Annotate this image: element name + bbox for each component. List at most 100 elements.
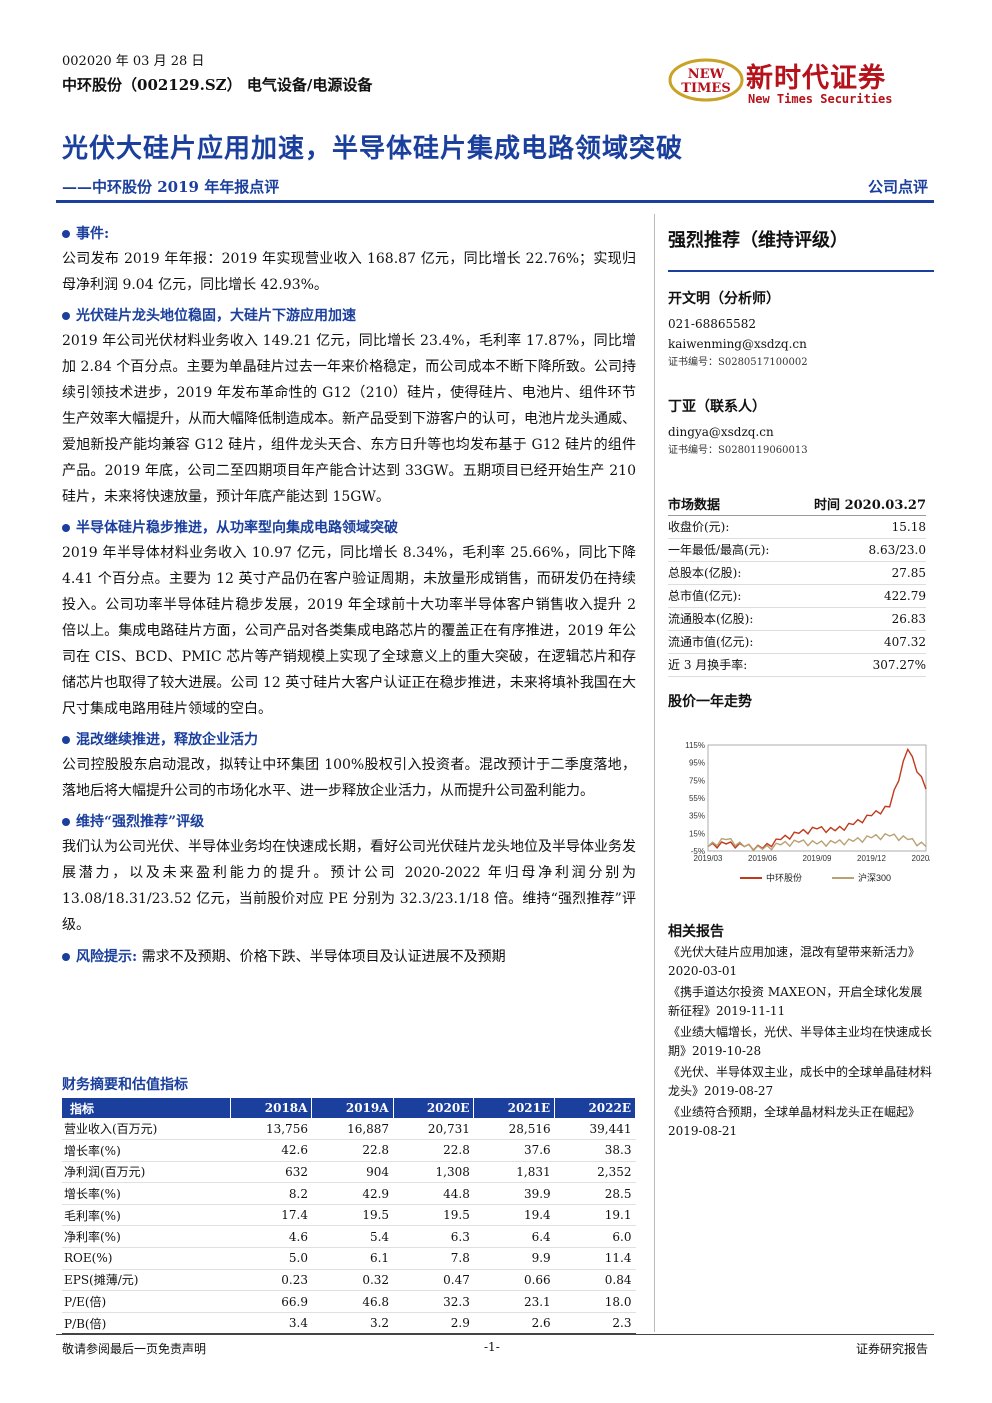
market-data-row: 流通市值(亿元): 407.32	[668, 630, 926, 654]
table-cell: 19.5	[311, 1204, 394, 1227]
fin-header-cell: 2021E	[473, 1098, 556, 1118]
table-cell: 19.5	[393, 1204, 474, 1227]
table-cell: 净利率(%)	[62, 1225, 231, 1249]
market-data-key: 流通股本(亿股):	[668, 607, 791, 631]
section-text: 公司发布 2019 年年报：2019 年实现营业收入 168.87 亿元，同比增…	[62, 251, 636, 293]
market-data-row: 流通股本(亿股): 26.83	[668, 607, 926, 631]
page-number: -1-	[484, 1340, 500, 1354]
contact-cert: 证书编号：S0280119060013	[668, 445, 808, 456]
table-cell: 6.1	[311, 1247, 394, 1270]
logo-english-name: New Times Securities	[748, 92, 893, 106]
table-cell: 2,352	[554, 1161, 636, 1184]
bullet-icon	[62, 312, 70, 320]
table-cell: 8.2	[230, 1182, 312, 1205]
section-text: 我们认为公司光伏、半导体业务均在快速成长期，看好公司光伏硅片龙头地位及半导体业务…	[62, 839, 636, 933]
table-row: 增长率(%) 8.2 42.9 44.8 39.9 28.5	[62, 1182, 636, 1205]
section-text: 公司控股股东启动混改，拟转让中环集团 100%股权引入投资者。混改预计于二季度落…	[62, 757, 636, 799]
report-type: 公司点评	[867, 178, 928, 196]
table-cell: 4.6	[230, 1225, 312, 1249]
table-cell: 28.5	[554, 1182, 636, 1205]
title-rule	[56, 200, 934, 203]
column-divider	[654, 214, 655, 1332]
contact-name: 丁亚（联系人）	[668, 399, 766, 415]
table-row: 增长率(%) 42.6 22.8 22.8 37.6 38.3	[62, 1139, 636, 1162]
table-cell: 22.8	[311, 1139, 394, 1162]
new-times-logo-icon: NEW TIMES	[668, 58, 744, 102]
table-cell: 1,831	[473, 1161, 555, 1184]
section-heading: 事件:	[62, 222, 636, 246]
related-report-item[interactable]: 《光伏、半导体双主业，成长中的全球单晶硅材料龙头》2019-08-27	[668, 1064, 933, 1098]
fin-header-cell: 2022E	[554, 1098, 636, 1118]
footer-disclaimer: 敬请参阅最后一页免责声明	[62, 1342, 207, 1356]
x-tick-label: 2019/03	[694, 854, 723, 863]
table-cell: 32.3	[393, 1290, 474, 1313]
market-data-row: 总股本(亿股): 27.85	[668, 561, 926, 585]
table-cell: 13,756	[230, 1118, 312, 1141]
analyst-phone: 021-68865582	[668, 317, 757, 331]
related-report-item[interactable]: 《业绩符合预期，全球单晶材料龙头正在崛起》2019-08-21	[668, 1104, 921, 1138]
analyst-name: 开文明（分析师）	[668, 291, 780, 307]
table-cell: ROE(%)	[62, 1247, 231, 1270]
market-data-value: 422.79	[790, 584, 926, 608]
market-data-row: 一年最低/最高(元): 8.63/23.0	[668, 538, 926, 562]
table-cell: 5.0	[230, 1247, 312, 1270]
main-content: 事件: 公司发布 2019 年年报：2019 年实现营业收入 168.87 亿元…	[62, 216, 636, 970]
table-cell: 39.9	[473, 1182, 555, 1205]
table-cell: 17.4	[230, 1204, 312, 1227]
market-data-key: 一年最低/最高(元):	[668, 538, 791, 562]
sidebar: 强烈推荐（维持评级） 开文明（分析师） 021-68865582 kaiwenm…	[668, 214, 941, 1141]
chart-title: 股价一年走势	[668, 693, 752, 710]
section-heading: 半导体硅片稳步推进，从功率型向集成电路领域突破	[62, 516, 636, 540]
fin-header-cell: 2018A	[230, 1098, 313, 1118]
market-data-key: 流通市值(亿元):	[668, 630, 791, 654]
section-heading: 混改继续推进，释放企业活力	[62, 728, 636, 752]
market-data-time: 时间 2020.03.27	[790, 492, 926, 516]
market-data-value: 307.27%	[790, 653, 926, 677]
bullet-icon	[62, 524, 70, 532]
analyst-email[interactable]: kaiwenming@xsdzq.cn	[668, 337, 807, 351]
table-cell: 6.3	[393, 1225, 474, 1249]
x-tick-label: 2020/03	[912, 854, 930, 863]
related-report-item[interactable]: 《光伏大硅片应用加速，混改有望带来新活力》2020-03-01	[668, 944, 921, 978]
table-cell: 632	[230, 1161, 312, 1184]
section-text: 2019 年半导体材料业务收入 10.97 亿元，同比增长 8.34%，毛利率 …	[62, 545, 636, 717]
market-data-key: 总市值(亿元):	[668, 584, 791, 608]
related-report-item[interactable]: 《携手道达尔投资 MAXEON，开启全球化发展新征程》2019-11-11	[668, 984, 923, 1018]
table-cell: 3.4	[230, 1312, 312, 1335]
table-row: ROE(%) 5.0 6.1 7.8 9.9 11.4	[62, 1247, 636, 1270]
y-tick-label: 95%	[689, 758, 705, 767]
table-cell: 44.8	[393, 1182, 474, 1205]
svg-text:TIMES: TIMES	[681, 81, 730, 96]
x-tick-label: 2019/12	[857, 854, 886, 863]
table-cell: P/E(倍)	[62, 1290, 231, 1313]
y-tick-label: 55%	[689, 794, 705, 803]
report-title: 光伏大硅片应用加速，半导体硅片集成电路领域突破	[62, 134, 684, 164]
x-tick-label: 2019/06	[748, 854, 777, 863]
table-cell: 6.0	[554, 1225, 636, 1249]
y-tick-label: 115%	[685, 741, 705, 750]
table-cell: 904	[311, 1161, 394, 1184]
table-row: 营业收入(百万元) 13,756 16,887 20,731 28,516 39,441	[62, 1118, 636, 1141]
table-cell: 11.4	[554, 1247, 636, 1270]
header-date: 002020 年 03 月 28 日	[62, 54, 205, 69]
y-tick-label: -5%	[691, 847, 705, 856]
legend-label: 沪深300	[858, 872, 891, 883]
bullet-icon	[62, 736, 70, 744]
market-data-value: 407.32	[790, 630, 926, 654]
market-data-table: 市场数据 时间 2020.03.27 收盘价(元): 15.18 一年最低/最高(元…	[668, 492, 926, 677]
table-cell: 0.66	[473, 1269, 555, 1292]
table-cell: 增长率(%)	[62, 1182, 231, 1205]
market-data-value: 27.85	[790, 561, 926, 585]
y-tick-label: 15%	[689, 829, 705, 838]
related-report-item[interactable]: 《业绩大幅增长，光伏、半导体主业均在快速成长期》2019-10-28	[668, 1024, 933, 1058]
table-cell: 28,516	[473, 1118, 555, 1141]
y-tick-label: 35%	[689, 811, 705, 820]
table-cell: 0.32	[311, 1269, 394, 1292]
table-cell: 20,731	[393, 1118, 474, 1141]
contact-email[interactable]: dingya@xsdzq.cn	[668, 425, 774, 439]
table-row: 净利率(%) 4.6 5.4 6.3 6.4 6.0	[62, 1225, 636, 1249]
section-text: 2019 年公司光伏材料业务收入 149.21 亿元，同比增长 23.4%，毛利…	[62, 333, 636, 505]
table-cell: 38.3	[554, 1139, 636, 1162]
table-cell: 净利润(百万元)	[62, 1161, 231, 1184]
header-stock: 中环股份（002129.SZ） 电气设备/电源设备	[62, 76, 373, 94]
